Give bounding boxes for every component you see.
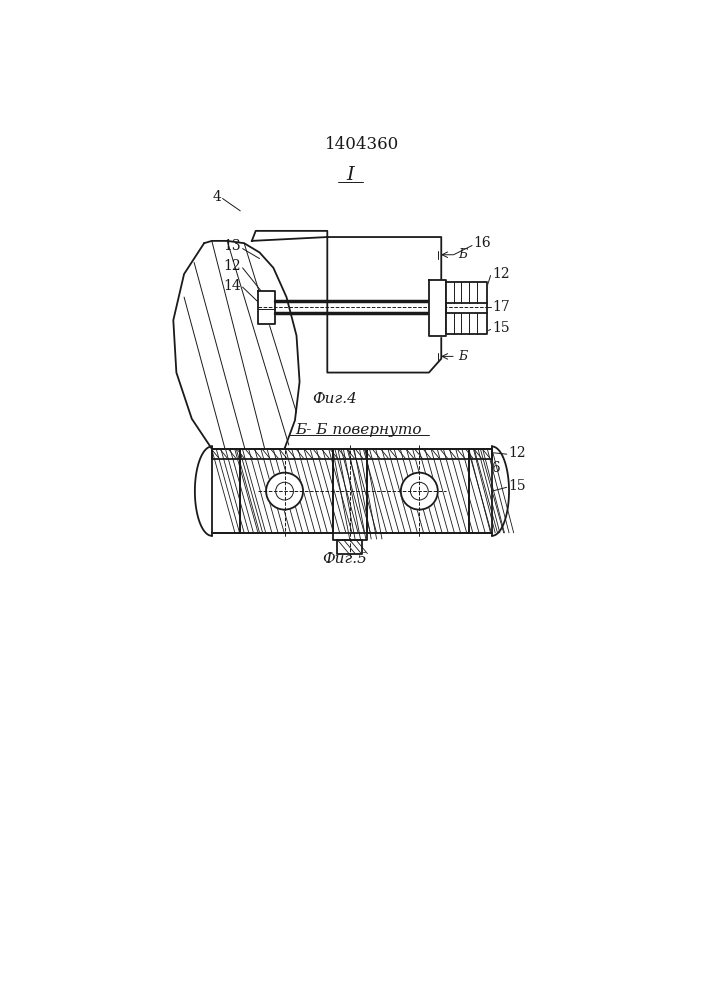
Text: I: I [346,166,354,184]
Polygon shape [446,312,487,334]
Circle shape [266,473,303,510]
Text: 15: 15 [492,321,510,335]
Text: 15: 15 [508,479,526,493]
Polygon shape [333,449,366,540]
Polygon shape [366,449,469,533]
Text: Б: Б [458,350,467,363]
Text: 16: 16 [474,236,491,250]
Text: 12: 12 [492,267,510,281]
Polygon shape [258,291,275,324]
Polygon shape [446,282,487,303]
Circle shape [401,473,438,510]
Text: Фиг.5: Фиг.5 [322,552,367,566]
Polygon shape [337,540,362,554]
Polygon shape [173,241,300,470]
Polygon shape [429,280,446,336]
Polygon shape [327,237,441,373]
Text: 16: 16 [483,461,501,475]
Text: Фиг.4: Фиг.4 [312,392,358,406]
Polygon shape [212,449,492,459]
Text: 12: 12 [223,259,241,273]
Text: 4: 4 [212,190,221,204]
Text: Б: Б [458,248,467,261]
Text: Б- Б повернуто: Б- Б повернуто [295,423,421,437]
Text: 14: 14 [223,279,241,293]
Text: 12: 12 [508,446,526,460]
Polygon shape [212,449,240,533]
Polygon shape [240,449,333,533]
Text: 17: 17 [492,300,510,314]
Polygon shape [252,231,327,241]
Polygon shape [469,449,492,533]
Text: 1404360: 1404360 [325,136,399,153]
Text: 13: 13 [223,239,241,253]
